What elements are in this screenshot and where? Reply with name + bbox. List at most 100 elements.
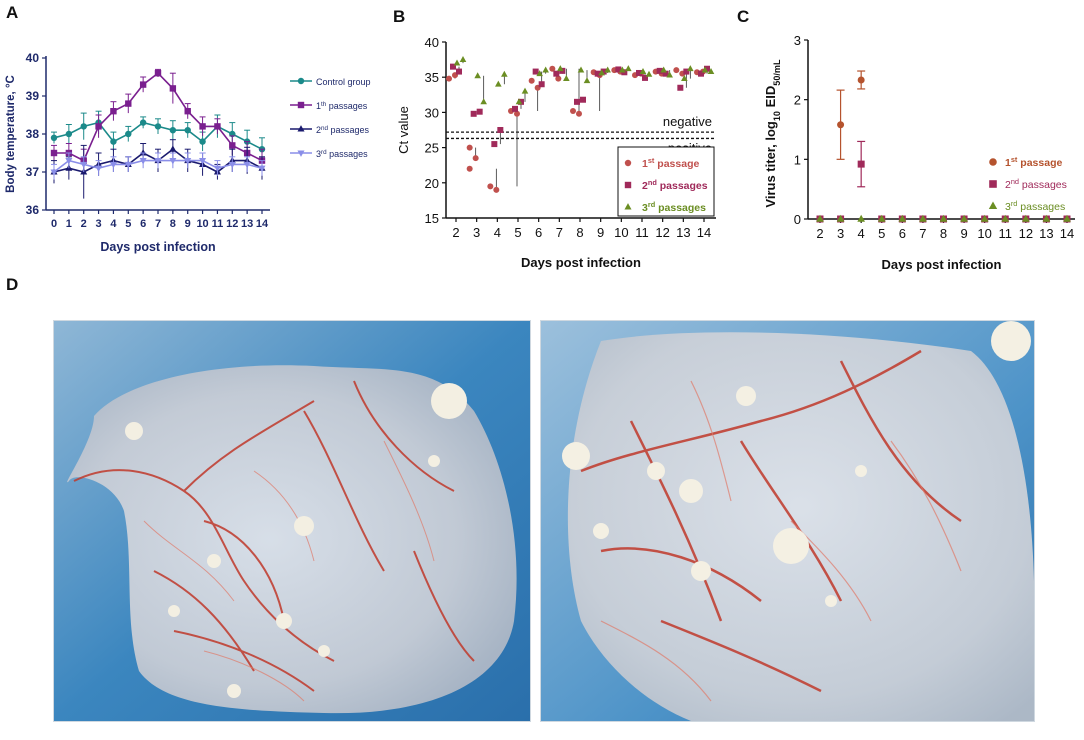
chart-b-point	[681, 75, 688, 82]
chart-b-point	[453, 59, 461, 66]
chart-a-point	[229, 142, 236, 149]
chart-c-legend-marker	[989, 158, 997, 166]
chart-b-y-tick-label: 15	[425, 211, 439, 226]
chart-b-x-tick-label: 14	[697, 225, 711, 240]
chart-a-legend: Control group 1th passages 2nd passages 3rd…	[290, 77, 371, 159]
chart-a-point	[50, 149, 58, 157]
chart-c-x-tick-label: 7	[919, 226, 926, 241]
chart-b-x-tick-label: 8	[576, 225, 583, 240]
chart-a-point	[95, 123, 102, 130]
chart-b-point	[501, 70, 508, 77]
chart-b-point	[639, 67, 647, 74]
chart-c-x-tick-label: 14	[1060, 226, 1074, 241]
chart-b-point	[514, 110, 520, 117]
chart-b-y-tick-label: 20	[425, 176, 439, 191]
chart-a-x-tick-label: 11	[212, 218, 224, 230]
chart-a-point	[139, 158, 147, 165]
chart-b-point	[470, 110, 477, 117]
chart-c-x-tick-label: 12	[1019, 226, 1033, 241]
chart-c-point	[898, 214, 907, 222]
chart-a-point	[110, 108, 117, 115]
chart-a-point	[124, 161, 132, 169]
chart-c-legend-label: 3rd passages	[1005, 199, 1065, 214]
chart-b-legend-marker	[624, 181, 632, 189]
chart-a-y-tick-label: 36	[26, 203, 40, 217]
chart-c-y-tick-label: 3	[794, 33, 801, 48]
chart-a-x-tick-label: 1	[66, 218, 72, 230]
chart-a-point	[199, 138, 206, 145]
chart-a-point	[139, 119, 147, 126]
chart-b-point	[660, 66, 667, 73]
chart-b-legend-box	[617, 146, 715, 217]
chart-a-point	[80, 123, 87, 130]
chart-c-x-tick-label: 9	[960, 226, 967, 241]
chart-b-y-tick-label: 25	[425, 141, 439, 156]
chart-b-y-tick-label: 35	[425, 70, 439, 85]
chart-c-legend-label: 2nd passages	[1005, 177, 1067, 192]
chart-a-point	[50, 134, 58, 141]
chart-a-point	[184, 158, 192, 165]
chart-b-threshold-label: negative	[663, 114, 712, 129]
chart-b-point	[515, 98, 523, 105]
chart-b-point	[604, 66, 611, 73]
chart-b-legend-marker	[624, 159, 632, 167]
chart-a-y-label: Body temperature, °C	[5, 75, 17, 193]
chart-b-y-tick-label: 40	[425, 35, 439, 50]
chart-b-legend: 1st passage 2nd passages 3rd passages	[617, 146, 715, 217]
chart-b-point	[683, 68, 690, 75]
chart-a-point	[243, 161, 251, 169]
chart-a-x-tick-label: 6	[140, 218, 146, 230]
chart-a-point	[258, 165, 266, 173]
chart-a-legend-marker	[297, 150, 305, 157]
chart-c-point	[837, 121, 845, 129]
chart-c-x-tick-label: 13	[1039, 226, 1053, 241]
chart-a-legend-label: 1th passages	[316, 101, 368, 112]
chart-a-series-4	[50, 152, 266, 180]
chart-c-point	[857, 76, 865, 84]
chart-b-x-tick-label: 7	[556, 225, 563, 240]
chart-b-point	[701, 66, 709, 73]
chart-a-y-tick-label: 38	[26, 127, 40, 141]
chart-c-x-tick-label: 4	[858, 226, 865, 241]
chart-a-legend-label: 2nd passages	[316, 125, 370, 136]
chart-b-point	[450, 63, 456, 70]
chart-b-y-label: Ct value	[396, 106, 411, 154]
chart-a-x-tick-label: 9	[185, 218, 191, 230]
chart-b-point	[536, 70, 543, 77]
chart-b-x-tick-label: 11	[635, 225, 649, 240]
chart-c-point	[919, 214, 927, 222]
chart-b-legend-label: 2nd passages	[642, 178, 708, 193]
chart-a-legend-marker	[297, 101, 305, 109]
chart-b-x-tick-label: 2	[452, 225, 459, 240]
chart-a-x-tick-label: 14	[256, 218, 269, 230]
chart-b-point	[555, 75, 562, 82]
chart-c-x-tick-label: 3	[837, 226, 844, 241]
chart-b-point	[557, 65, 564, 72]
chart-c-point	[939, 214, 948, 222]
chart-b-point	[677, 84, 684, 91]
chart-b-x-tick-label: 10	[614, 225, 628, 240]
embryo-photo-left	[53, 320, 531, 722]
chart-c-series-1	[816, 70, 1071, 223]
chart-c-point	[836, 214, 845, 222]
chart-b-point	[580, 96, 586, 103]
chart-c-legend-label: 1st passage	[1005, 155, 1062, 170]
chart-a-point	[139, 149, 147, 156]
chart-b-point	[472, 155, 479, 162]
chart-b-point	[466, 165, 473, 172]
panel-letter-b: B	[393, 7, 405, 26]
chart-b-point	[466, 144, 473, 151]
chart-c-point	[877, 214, 886, 222]
chart-b-point	[497, 127, 504, 133]
chart-a-legend-label: Control group	[316, 77, 371, 87]
chart-b-point	[532, 68, 539, 75]
chart-a-point	[154, 70, 162, 77]
chart-a-point	[228, 161, 236, 169]
chart-b-point	[512, 105, 518, 112]
chart-a-point	[169, 85, 177, 92]
chart-a-x-label: Days post infection	[100, 240, 215, 254]
chart-b-point	[553, 70, 560, 77]
chart-a-x-tick-label: 4	[110, 218, 117, 230]
